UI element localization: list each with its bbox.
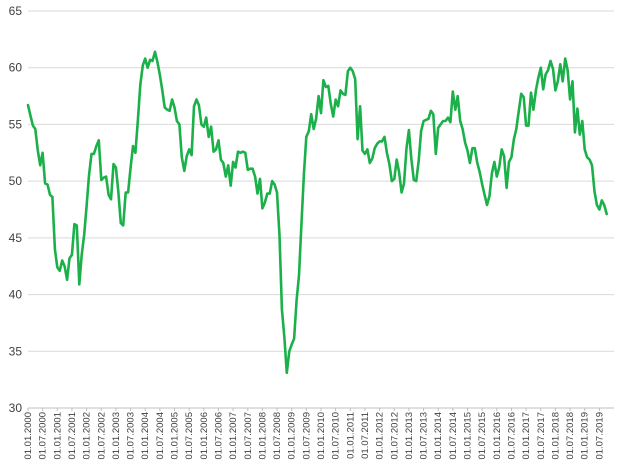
x-tick-label: 01.01.2001 bbox=[52, 412, 63, 460]
x-tick-label: 01.07.2000 bbox=[38, 412, 49, 460]
x-tick-label: 01.01.2010 bbox=[316, 412, 327, 460]
x-tick-label: 01.01.2015 bbox=[463, 412, 474, 460]
x-tick-label: 01.07.2011 bbox=[360, 412, 371, 459]
x-tick-label: 01.07.2010 bbox=[331, 412, 342, 460]
x-tick-label: 01.01.2000 bbox=[23, 412, 34, 460]
x-axis: 01.01.2000 01.07.2000 01.01.2001 01.07.2001… bbox=[23, 408, 605, 460]
x-tick-label: 01.07.2006 bbox=[213, 412, 224, 460]
y-tick-label: 30 bbox=[9, 401, 23, 415]
x-tick-label: 01.01.2014 bbox=[433, 412, 444, 460]
series-layer bbox=[26, 50, 609, 375]
x-tick-label: 01.07.2016 bbox=[506, 412, 517, 460]
y-tick-label: 55 bbox=[9, 117, 23, 131]
x-tick-label: 01.01.2009 bbox=[287, 412, 298, 460]
y-tick-label: 45 bbox=[9, 231, 23, 245]
y-tick-label: 50 bbox=[9, 174, 23, 188]
x-tick-label: 01.01.2005 bbox=[170, 412, 181, 460]
x-tick-label: 01.07.2005 bbox=[184, 412, 195, 460]
x-tick-label: 01.07.2002 bbox=[96, 412, 107, 460]
x-tick-label: 01.07.2018 bbox=[565, 412, 576, 460]
x-tick-label: 01.01.2019 bbox=[580, 412, 591, 460]
x-tick-label: 01.07.2001 bbox=[67, 412, 78, 460]
x-tick-label: 01.01.2018 bbox=[550, 412, 561, 460]
y-tick-label: 60 bbox=[9, 61, 23, 75]
x-tick-label: 01.07.2015 bbox=[477, 412, 488, 460]
x-tick-label: 01.01.2003 bbox=[111, 412, 122, 460]
x-tick-label: 01.07.2004 bbox=[155, 412, 166, 460]
y-axis: 30 35 40 45 50 55 60 65 bbox=[9, 4, 23, 415]
x-tick-label: 01.07.2019 bbox=[594, 412, 605, 460]
x-tick-label: 01.01.2007 bbox=[228, 412, 239, 460]
x-tick-label: 01.07.2008 bbox=[272, 412, 283, 460]
x-tick-label: 01.01.2011 bbox=[345, 412, 356, 459]
x-tick-label: 01.07.2012 bbox=[389, 412, 400, 460]
y-tick-label: 35 bbox=[9, 344, 23, 358]
x-tick-label: 01.01.2016 bbox=[492, 412, 503, 460]
gridlines bbox=[28, 10, 614, 409]
x-tick-label: 01.07.2009 bbox=[301, 412, 312, 460]
x-tick-label: 01.01.2006 bbox=[199, 412, 210, 460]
x-tick-label: 01.07.2017 bbox=[536, 412, 547, 460]
x-tick-label: 01.07.2014 bbox=[448, 412, 459, 460]
x-tick-label: 01.01.2017 bbox=[521, 412, 532, 460]
x-tick-label: 01.07.2007 bbox=[243, 412, 254, 460]
y-tick-label: 65 bbox=[9, 4, 23, 18]
x-tick-label: 01.07.2003 bbox=[126, 412, 137, 460]
x-tick-label: 01.07.2013 bbox=[419, 412, 430, 460]
y-tick-label: 40 bbox=[9, 288, 23, 302]
x-tick-label: 01.01.2002 bbox=[82, 412, 93, 460]
x-tick-label: 01.01.2013 bbox=[404, 412, 415, 460]
x-tick-label: 01.01.2012 bbox=[375, 412, 386, 460]
x-tick-label: 01.01.2008 bbox=[257, 412, 268, 460]
series-line-0 bbox=[26, 50, 609, 375]
x-tick-label: 01.01.2004 bbox=[140, 412, 151, 460]
